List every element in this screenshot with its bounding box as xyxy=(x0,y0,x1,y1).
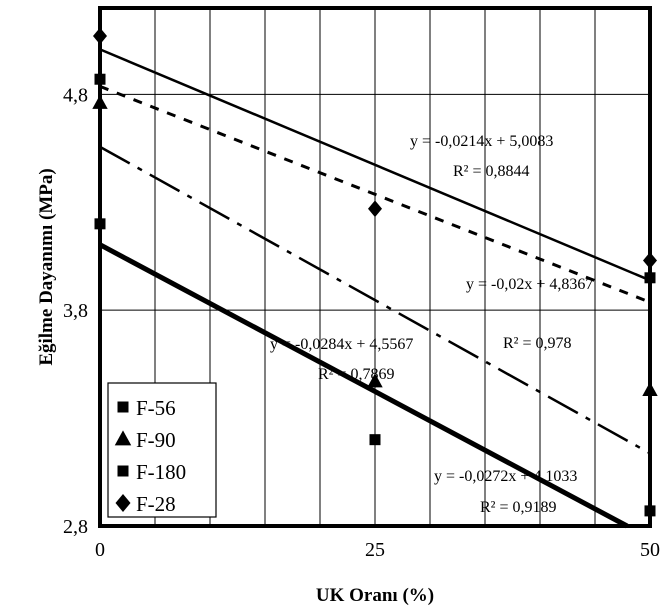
trend-lines xyxy=(98,48,651,529)
y-tick-label: 2,8 xyxy=(63,516,88,538)
legend-marker-f-180 xyxy=(117,465,129,477)
equation-f-90: y = -0,0284x + 4,5567 xyxy=(270,336,413,353)
trendline-f-28 xyxy=(99,48,651,282)
r-squared-f-28: R² = 0,8844 xyxy=(453,163,530,180)
point-f-90 xyxy=(367,373,383,388)
r-squared-f-90: R² = 0,7869 xyxy=(318,366,395,383)
y-axis-label: Eğilme Dayanımı (MPa) xyxy=(36,168,57,365)
legend-label-f-56: F-56 xyxy=(136,396,176,420)
axis-ticks: 0 25 50 2,8 3,8 4,8 xyxy=(63,84,660,561)
x-tick-label: 25 xyxy=(365,539,385,561)
legend-label-f-28: F-28 xyxy=(136,492,176,516)
legend-marker-f-90 xyxy=(114,430,132,446)
legend-label-f-180: F-180 xyxy=(136,460,186,484)
x-tick-label: 50 xyxy=(640,539,660,561)
y-tick-label: 4,8 xyxy=(63,84,88,106)
legend-marker-f-56 xyxy=(117,401,129,413)
equation-f-56: y = -0,0272x + 4,1033 xyxy=(434,468,577,485)
point-f-28 xyxy=(368,200,382,218)
r-squared-f-56: R² = 0,9189 xyxy=(480,499,557,516)
trend-annotations: y = -0,0272x + 4,1033 R² = 0,9189 y = -0,0… xyxy=(270,133,593,516)
legend-box xyxy=(107,382,217,518)
x-tick-label: 0 xyxy=(95,539,105,561)
equation-f-180: y = -0,02x + 4,8367 xyxy=(466,276,593,293)
plot-frame xyxy=(98,6,652,528)
x-axis-label: UK Oranı (%) xyxy=(316,585,434,606)
y-tick-label: 3,8 xyxy=(63,300,88,322)
point-f-56 xyxy=(369,434,381,446)
trendline-f-180 xyxy=(99,85,651,304)
trendline-f-90 xyxy=(99,145,651,455)
equation-f-28: y = -0,0214x + 5,0083 xyxy=(410,133,553,150)
legend: F-56 F-90 F-180 F-28 xyxy=(107,382,217,518)
trendline-f-56 xyxy=(98,242,629,529)
r-squared-f-180: R² = 0,978 xyxy=(503,335,572,352)
legend-marker-f-28 xyxy=(115,494,131,512)
legend-label-f-90: F-90 xyxy=(136,428,176,452)
